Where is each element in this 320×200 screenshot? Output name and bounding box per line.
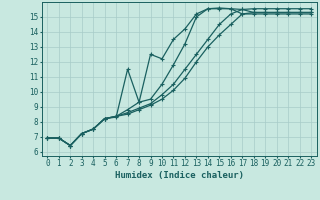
X-axis label: Humidex (Indice chaleur): Humidex (Indice chaleur) (115, 171, 244, 180)
